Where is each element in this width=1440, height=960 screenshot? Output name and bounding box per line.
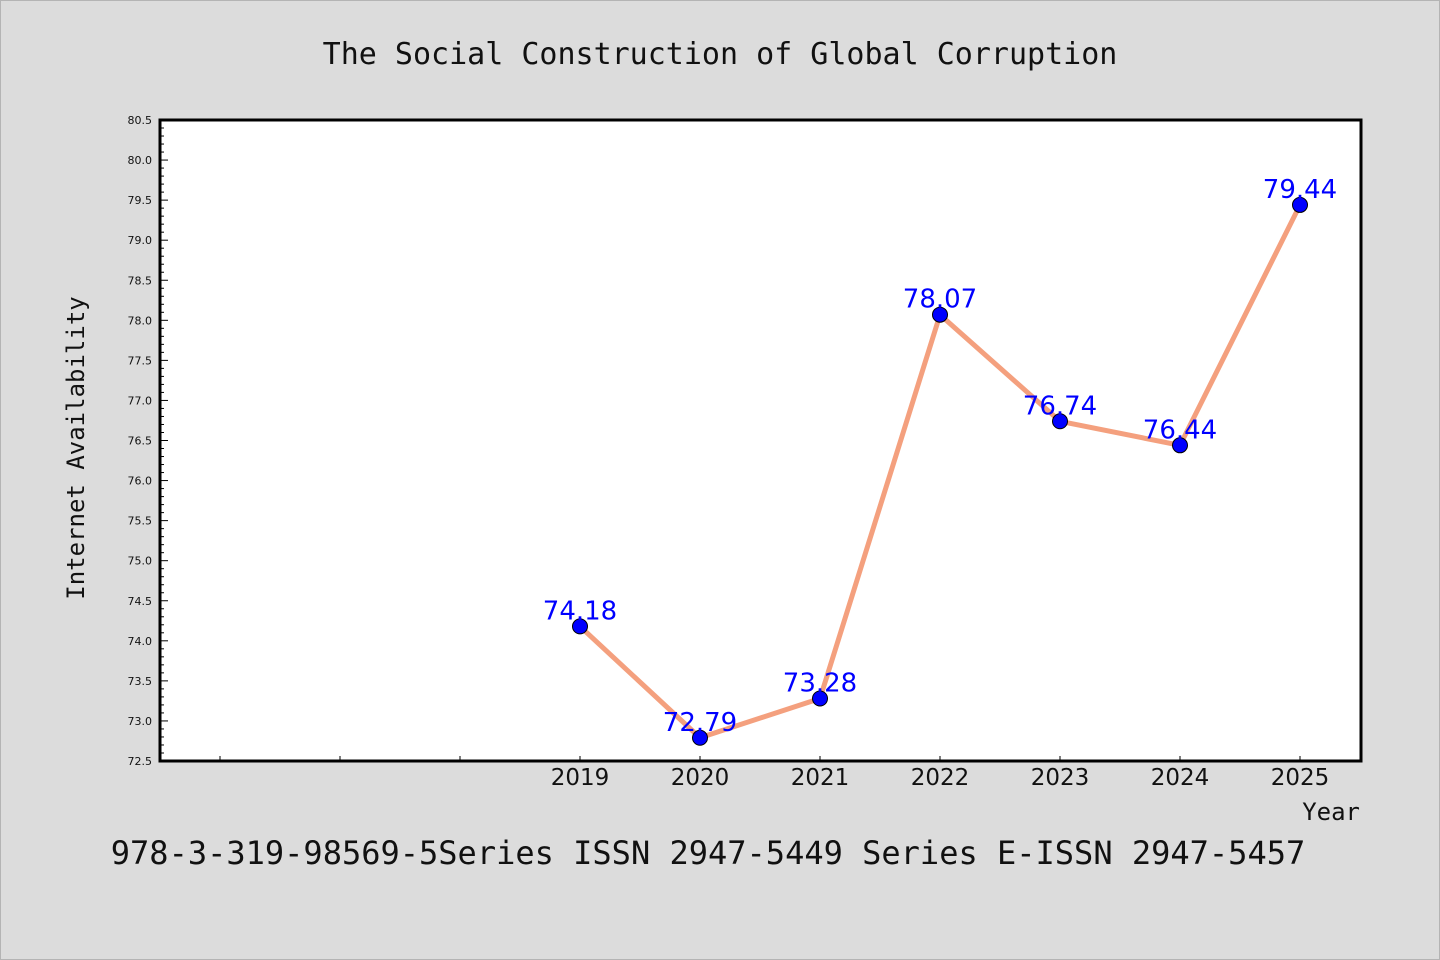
y-tick-label: 74.5 <box>128 595 153 608</box>
y-tick-label: 78.5 <box>128 274 153 287</box>
x-tick-label: 2022 <box>911 765 970 791</box>
data-point <box>1052 413 1068 430</box>
x-tick-label: 2025 <box>1271 765 1330 791</box>
x-tick-label: 2019 <box>551 765 610 791</box>
data-label: 79.44 <box>1263 175 1337 205</box>
y-axis-ticks: 72.5 73.0 73.5 74.0 74.5 75.0 75.5 76.0 76.5 77.0… <box>128 114 168 768</box>
y-axis-label: Internet Availability <box>62 296 90 599</box>
y-tick-label: 73.5 <box>128 675 153 688</box>
y-tick-label: 76.5 <box>128 435 153 448</box>
y-tick-label: 80.0 <box>128 154 153 167</box>
data-label: 78.07 <box>903 285 977 315</box>
data-label: 76.44 <box>1143 415 1217 445</box>
data-point <box>1292 196 1308 213</box>
data-point <box>1172 437 1188 454</box>
y-tick-label: 74.0 <box>128 635 153 648</box>
data-label: 76.74 <box>1023 391 1097 421</box>
data-point <box>812 690 828 707</box>
y-tick-label: 73.0 <box>128 715 153 728</box>
y-tick-label: 76.0 <box>128 475 153 488</box>
x-tick-label: 2021 <box>791 765 850 791</box>
x-tick-label: 2023 <box>1031 765 1090 791</box>
data-label: 72.79 <box>663 708 737 738</box>
series-layer: 74.18 72.79 73.28 78.07 76.74 76.44 79.44 <box>543 175 1337 746</box>
y-tick-label: 75.0 <box>128 555 153 568</box>
x-axis-label: Year <box>1302 798 1360 826</box>
y-tick-label: 72.5 <box>128 755 153 768</box>
y-tick-label: 79.5 <box>128 194 153 207</box>
data-point <box>572 618 588 635</box>
x-tick-label: 2020 <box>671 765 730 791</box>
data-label: 74.18 <box>543 596 617 626</box>
data-point <box>692 729 708 746</box>
data-label: 73.28 <box>783 669 857 699</box>
y-tick-label: 78.0 <box>128 314 153 327</box>
footer-text: 978-3-319-98569-5Series ISSN 2947-5449 S… <box>111 834 1305 872</box>
x-axis-ticks: 2019 2020 2021 2022 2023 2024 2025 <box>219 756 1330 791</box>
y-tick-label: 75.5 <box>128 515 153 528</box>
y-tick-label: 80.5 <box>128 114 153 127</box>
y-tick-label: 77.0 <box>128 394 153 407</box>
data-point <box>932 306 948 323</box>
y-tick-label: 77.5 <box>128 354 153 367</box>
y-tick-label: 79.0 <box>128 234 153 247</box>
chart-title: The Social Construction of Global Corrup… <box>323 37 1118 72</box>
x-tick-label: 2024 <box>1151 765 1210 791</box>
